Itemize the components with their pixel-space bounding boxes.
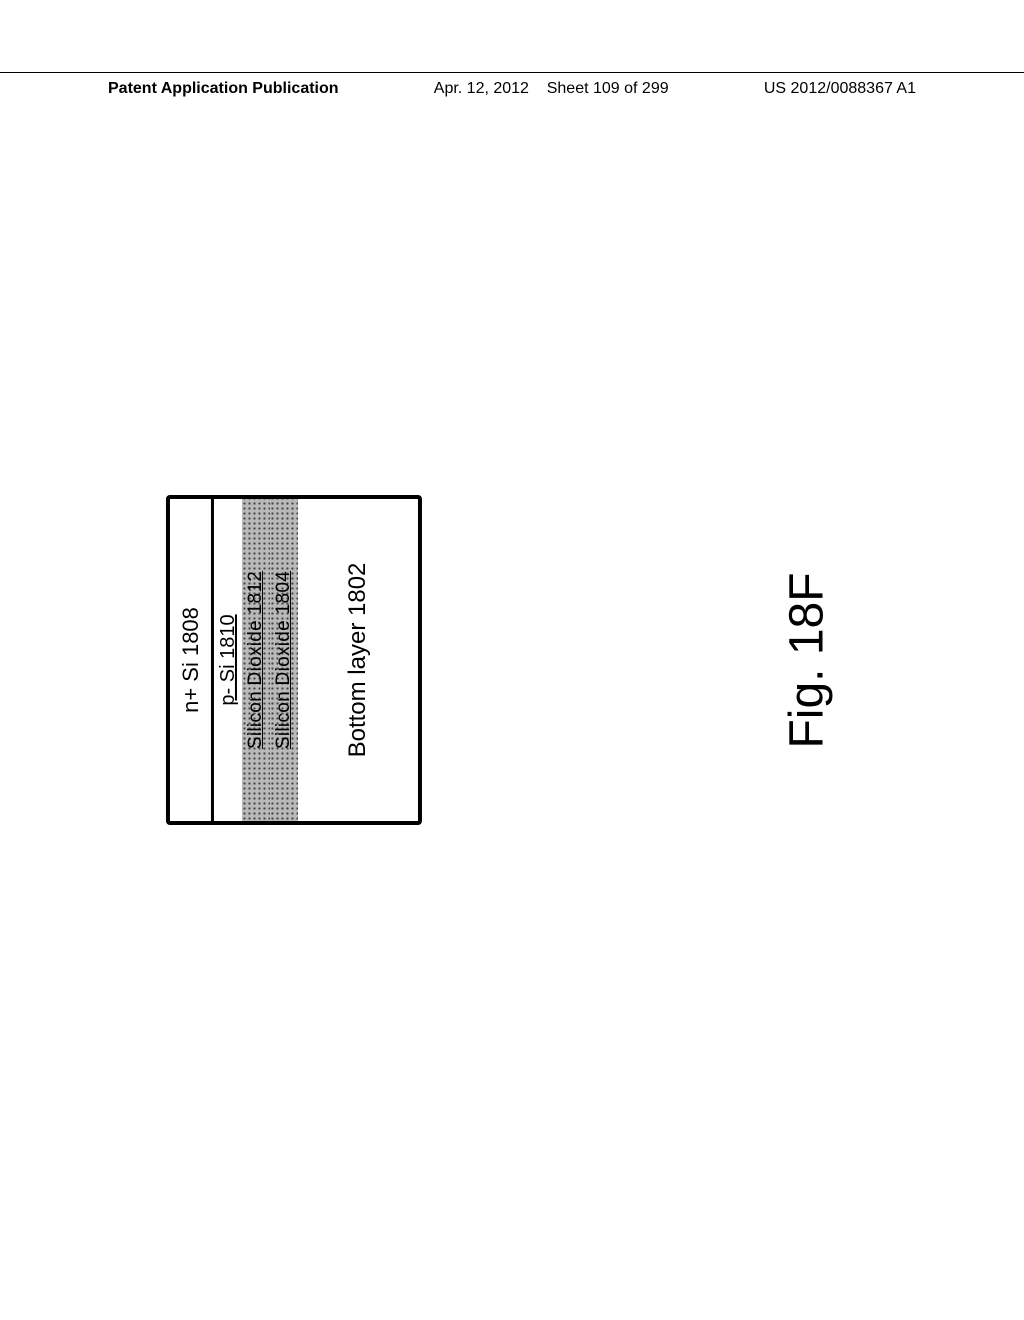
layer-n-plus-si: n+ Si 1808 <box>170 499 214 821</box>
layer-stack-diagram: n+ Si 1808 p- Si 1810 Silicon Dioxide 18… <box>166 495 422 825</box>
layer-silicon-dioxide-lower: Silicon Dioxide 1804 <box>270 499 298 821</box>
header-pubno: US 2012/0088367 A1 <box>764 80 1024 98</box>
header-middle: Apr. 12, 2012 Sheet 109 of 299 <box>434 80 669 98</box>
layer-p-minus-si: p- Si 1810 <box>214 499 242 821</box>
header-left: Patent Application Publication <box>0 80 339 98</box>
header-sheet: Sheet 109 of 299 <box>547 80 669 97</box>
figure-container: n+ Si 1808 p- Si 1810 Silicon Dioxide 18… <box>129 532 895 788</box>
figure-caption: Fig. 18F <box>780 572 835 748</box>
page-header: Patent Application Publication Apr. 12, … <box>0 72 1024 98</box>
layer-bottom: Bottom layer 1802 <box>298 499 418 821</box>
header-date: Apr. 12, 2012 <box>434 80 529 97</box>
layer-silicon-dioxide-upper: Silicon Dioxide 1812 <box>242 499 270 821</box>
